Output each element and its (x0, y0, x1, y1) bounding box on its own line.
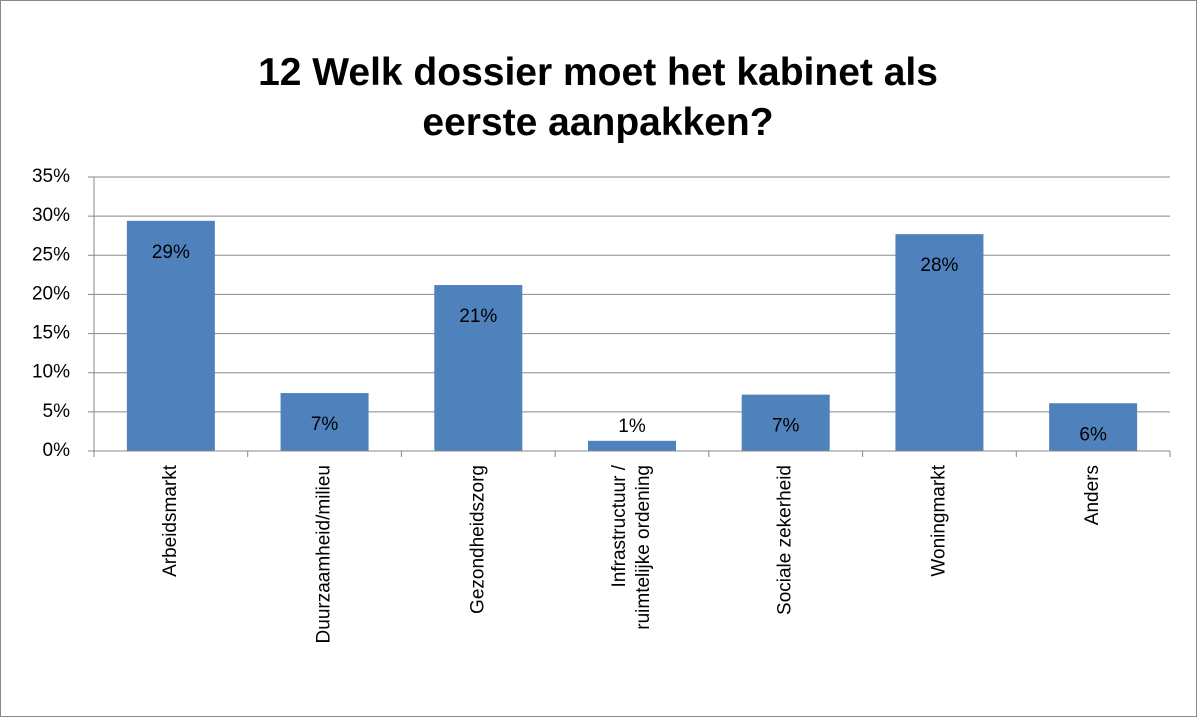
y-tick-label: 35% (32, 166, 70, 187)
x-tick-label: Duurzaamheid/milieu (314, 465, 335, 643)
data-label: 28% (920, 255, 958, 276)
data-label: 6% (1079, 424, 1107, 445)
data-label: 1% (618, 416, 646, 437)
x-tick-label: Sociale zekerheid (775, 465, 796, 615)
y-tick-label: 20% (32, 283, 70, 304)
data-label: 7% (772, 416, 800, 437)
bar (280, 393, 369, 451)
y-tick-label: 5% (43, 401, 71, 422)
y-tick-label: 10% (32, 362, 70, 383)
x-tick-label: Woningmarkt (928, 464, 949, 576)
bar (741, 394, 830, 451)
data-label: 7% (311, 414, 339, 435)
bar (895, 234, 984, 451)
x-tick-label: Gezondheidszorg (467, 465, 488, 614)
x-tick-label: Anders (1082, 465, 1103, 525)
y-tick-label: 0% (43, 440, 71, 461)
bar (126, 220, 215, 451)
data-label: 21% (459, 306, 497, 327)
y-tick-label: 15% (32, 323, 70, 344)
bar (434, 285, 523, 451)
bar (588, 440, 676, 451)
chart-title: 12 Welk dossier moet het kabinet als eers… (258, 51, 938, 144)
y-tick-label: 25% (32, 244, 70, 265)
y-tick-label: 30% (32, 205, 70, 226)
x-tick-label: Arbeidsmarkt (160, 464, 181, 577)
bar (1049, 403, 1138, 451)
x-tick-label: Infrastructuur / ruimtelijke ordening (609, 464, 654, 629)
data-label: 29% (152, 242, 190, 263)
